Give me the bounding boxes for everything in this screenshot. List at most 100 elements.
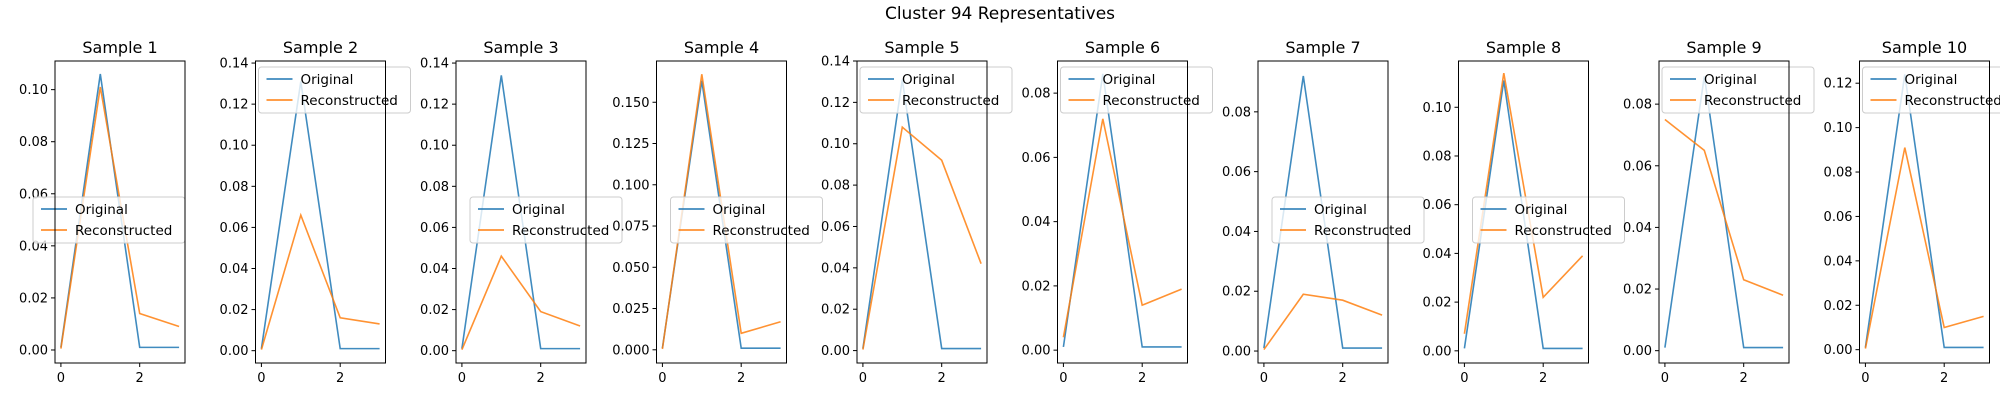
y-tick-label: 0.00 <box>1623 344 1652 359</box>
y-tick-label: 0.02 <box>19 291 48 306</box>
series-line-original <box>260 81 380 350</box>
y-tick-label: 0.000 <box>612 343 649 358</box>
axes-frame <box>455 60 587 364</box>
x-tick-label: 2 <box>1740 371 1748 386</box>
y-tick-label: 0.14 <box>220 57 249 72</box>
legend-label: Reconstructed <box>1103 93 1200 109</box>
y-tick-label: 0.050 <box>612 261 649 276</box>
y-tick-label: 0.100 <box>612 178 649 193</box>
subplot-3: Sample 3 0.00 0.02 0.04 0.06 0.08 0.10 0.12 0.14… <box>420 38 623 386</box>
y-tick-label: 0.08 <box>1824 166 1853 181</box>
y-tick-label: 0.08 <box>1022 87 1051 102</box>
y-tick-label: 0.10 <box>19 83 48 98</box>
x-tick-label: 2 <box>136 371 144 386</box>
legend: Original Reconstructed <box>1862 66 2000 114</box>
y-tick-label: 0.10 <box>1423 101 1452 116</box>
legend-label: Reconstructed <box>301 93 398 109</box>
y-tick-label: 0.02 <box>1423 296 1452 311</box>
x-tick-label: 0 <box>1661 371 1669 386</box>
y-tick-label: 0.150 <box>612 96 649 111</box>
y-tick-label: 0.00 <box>821 344 850 359</box>
legend-label: Reconstructed <box>75 223 172 239</box>
y-tick-label: 0.06 <box>1022 151 1051 166</box>
legend-label: Original <box>75 202 128 218</box>
legend-box <box>1060 66 1213 114</box>
series-line-original <box>1864 74 1984 349</box>
y-tick-label: 0.06 <box>821 220 850 235</box>
figure-title: Cluster 94 Representatives <box>884 4 1116 24</box>
x-tick-label: 0 <box>1059 371 1067 386</box>
legend-label: Original <box>1103 72 1156 88</box>
series-line-original <box>1664 76 1784 349</box>
legend-box <box>1472 196 1625 244</box>
x-tick-label: 0 <box>1260 371 1268 386</box>
y-tick-label: 0.10 <box>821 137 850 152</box>
series-line-reconstructed <box>461 254 581 350</box>
y-tick-label: 0.02 <box>220 303 249 318</box>
x-tick-label: 0 <box>1460 371 1468 386</box>
y-tick-label: 0.06 <box>420 221 449 236</box>
y-tick-label: 0.08 <box>420 180 449 195</box>
y-tick-label: 0.04 <box>1022 215 1051 230</box>
y-tick-label: 0.02 <box>1824 299 1853 314</box>
axes-frame <box>1859 60 1990 364</box>
x-tick-label: 2 <box>1539 371 1547 386</box>
y-tick-label: 0.00 <box>19 343 48 358</box>
y-tick-label: 0.04 <box>1222 225 1251 240</box>
axes-frame <box>656 60 787 364</box>
y-tick-label: 0.02 <box>821 303 850 318</box>
subplot-10: Sample 10 0.00 0.02 0.04 0.06 0.08 0.10 0.12 0 2 O… <box>1824 38 2000 386</box>
y-tick-label: 0.00 <box>1022 344 1051 359</box>
legend-box <box>859 66 1013 114</box>
subplot-title: Sample 1 <box>82 38 157 57</box>
y-tick-label: 0.08 <box>19 135 48 150</box>
axes-frame <box>1658 60 1790 364</box>
legend: Original Reconstructed <box>1060 66 1213 114</box>
y-tick-label: 0.02 <box>1222 285 1251 300</box>
legend-label: Original <box>713 202 766 218</box>
x-tick-label: 2 <box>938 371 946 386</box>
legend-label: Reconstructed <box>1905 93 2000 109</box>
y-tick-label: 0.06 <box>1623 159 1652 174</box>
y-tick-label: 0.12 <box>220 98 249 113</box>
y-tick-label: 0.08 <box>220 180 249 195</box>
x-tick-label: 2 <box>336 371 344 386</box>
legend: Original Reconstructed <box>1271 196 1425 244</box>
y-tick-label: 0.06 <box>1222 165 1251 180</box>
x-tick-label: 2 <box>1138 371 1146 386</box>
subplot-6: Sample 6 0.00 0.02 0.04 0.06 0.08 0 2 Original Re… <box>1022 38 1213 386</box>
legend-label: Original <box>512 202 565 218</box>
y-tick-label: 0.10 <box>220 139 249 154</box>
subplot-title: Sample 2 <box>283 38 358 57</box>
legend-box <box>1862 66 2000 114</box>
x-tick-label: 0 <box>458 371 466 386</box>
legend: Original Reconstructed <box>1661 66 1815 114</box>
axes-frame <box>1057 60 1188 364</box>
y-tick-label: 0.075 <box>612 220 649 235</box>
legend: Original Reconstructed <box>32 196 186 244</box>
y-tick-label: 0.10 <box>1824 121 1853 136</box>
axes-frame <box>856 60 988 364</box>
x-tick-label: 2 <box>737 371 745 386</box>
x-tick-label: 0 <box>57 371 65 386</box>
legend-box <box>469 196 623 244</box>
y-tick-label: 0.12 <box>420 98 449 113</box>
x-tick-label: 2 <box>537 371 545 386</box>
y-tick-label: 0.04 <box>420 262 449 277</box>
series-line-reconstructed <box>260 212 380 350</box>
y-tick-label: 0.00 <box>1222 345 1251 360</box>
axes-frame <box>1257 60 1389 364</box>
series-line-reconstructed <box>862 125 982 350</box>
y-tick-label: 0.04 <box>1623 221 1652 236</box>
series-line-reconstructed <box>1864 147 1984 349</box>
y-tick-label: 0.00 <box>420 344 449 359</box>
axes-frame <box>1458 60 1589 364</box>
legend-label: Original <box>902 72 955 88</box>
y-tick-label: 0.00 <box>1824 343 1853 358</box>
subplot-4: Sample 4 0.000 0.025 0.050 0.075 0.100 0.125 0.… <box>612 38 823 386</box>
legend: Original Reconstructed <box>1472 196 1625 244</box>
legend: Original Reconstructed <box>258 66 411 114</box>
y-tick-label: 0.02 <box>1623 283 1652 298</box>
x-tick-label: 2 <box>1339 371 1347 386</box>
